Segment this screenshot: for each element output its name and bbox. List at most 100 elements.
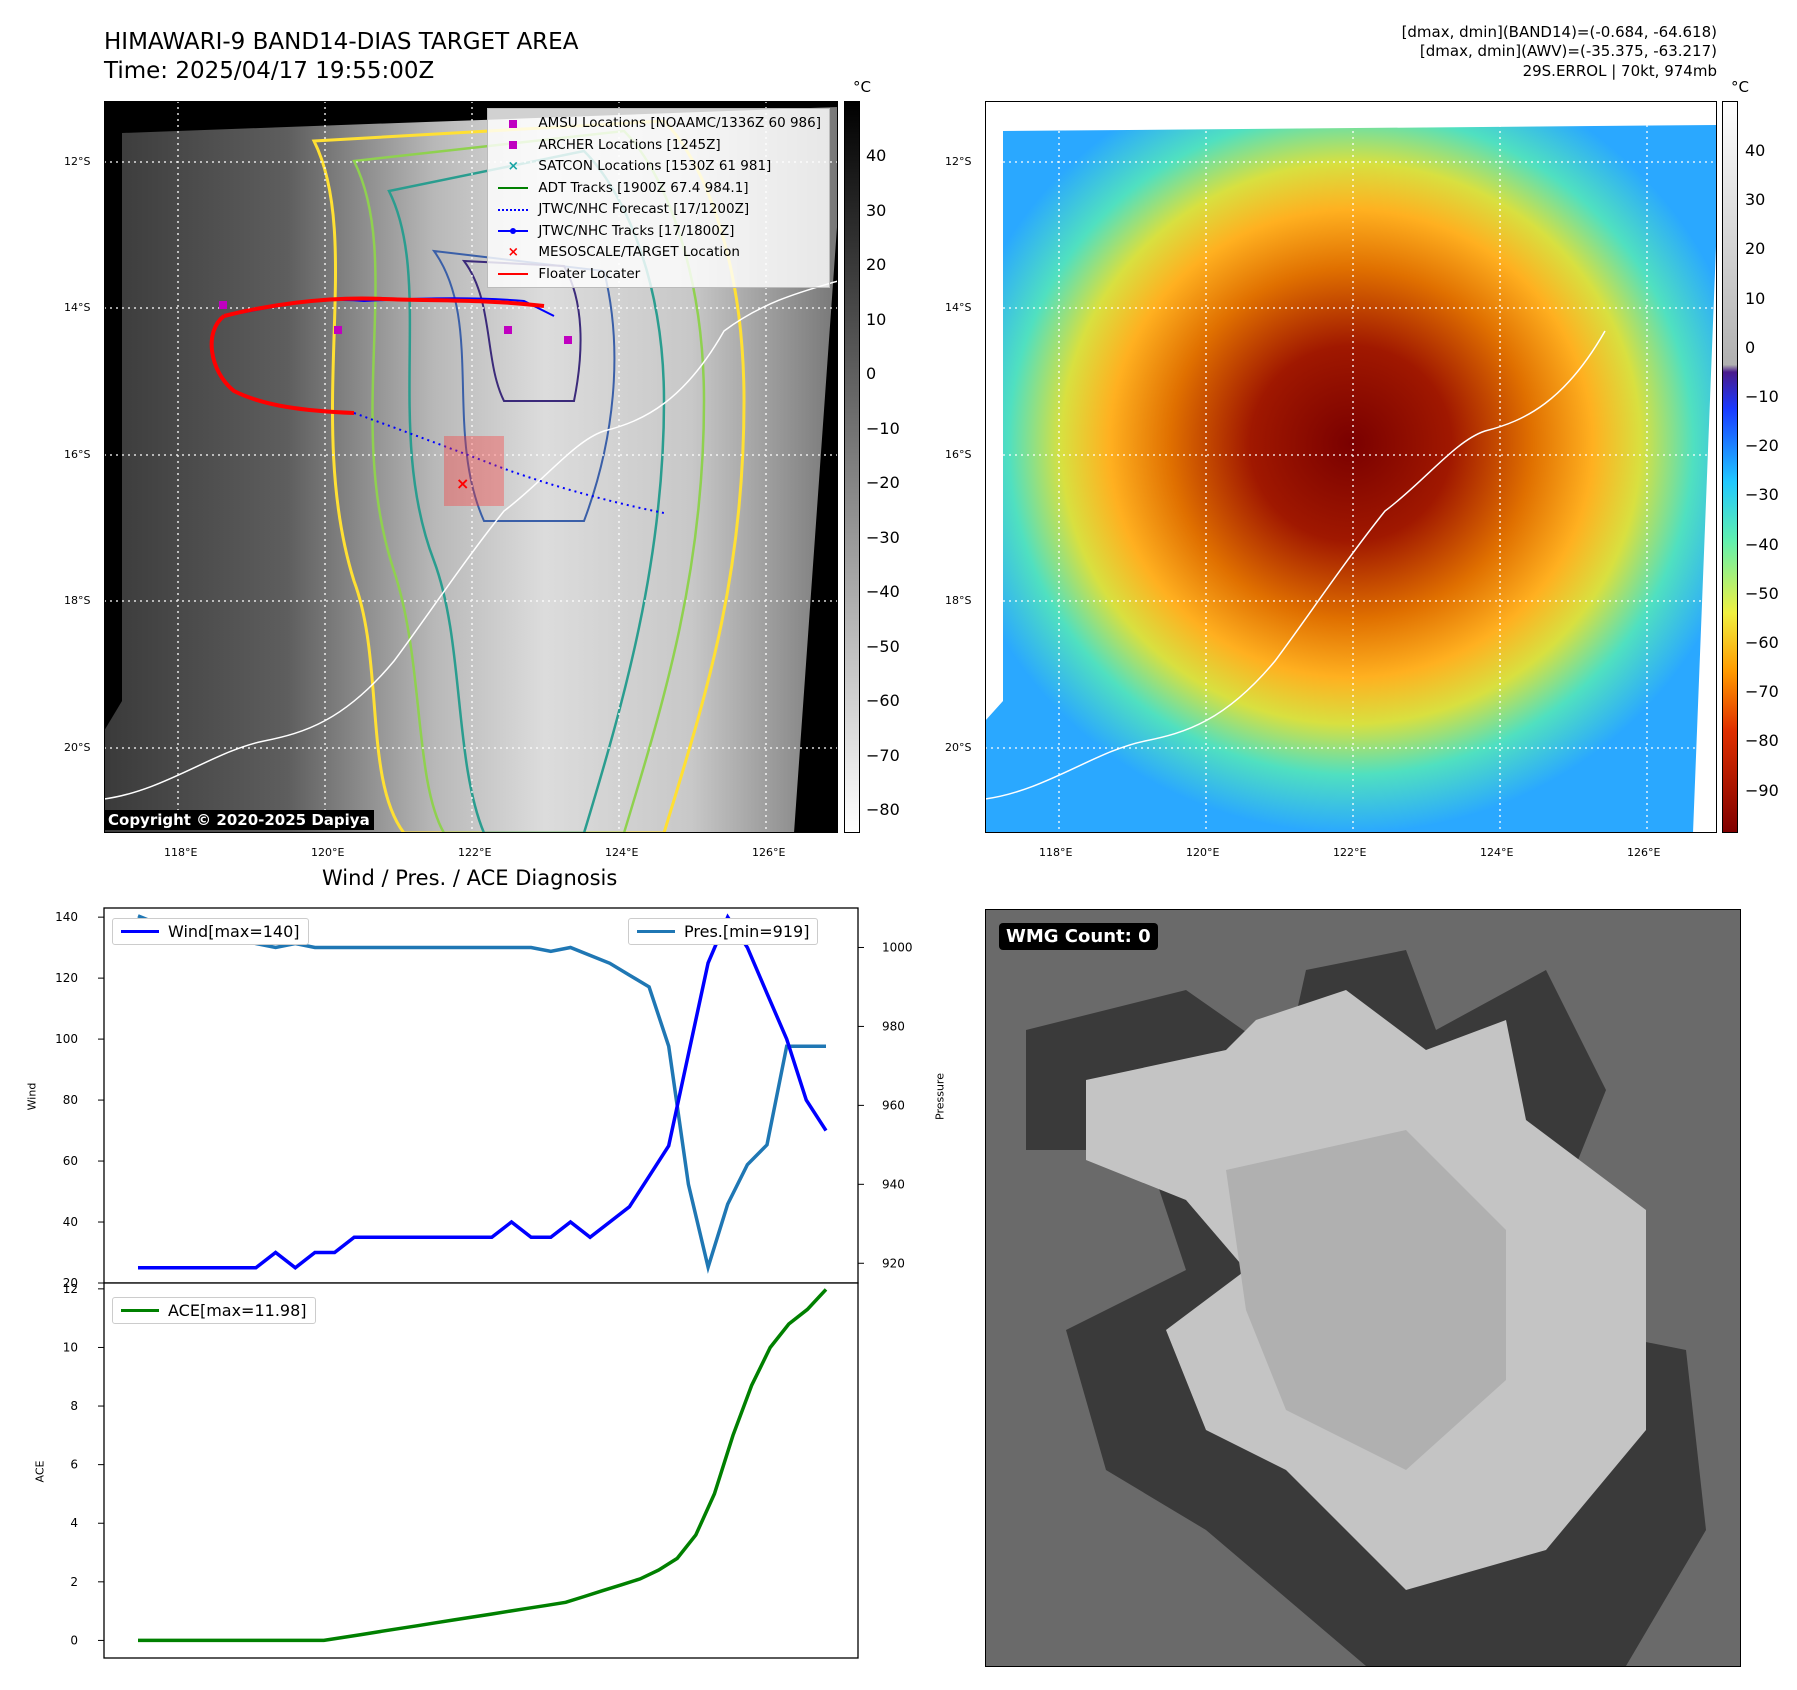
lat-tick: 12°S xyxy=(945,155,972,168)
legend-item-floater: Floater Locater xyxy=(496,264,821,286)
wind-series-line xyxy=(138,913,828,1271)
lon-tick: 118°E xyxy=(164,846,198,859)
wmg-panel: WMG Count: 0 xyxy=(985,909,1741,1667)
y-tick-label: 20 xyxy=(63,1276,78,1290)
ace-legend: ACE[max=11.98] xyxy=(112,1297,316,1324)
y-tick-label: 10 xyxy=(63,1340,78,1354)
pressure-legend: Pres.[min=919] xyxy=(628,918,819,945)
chart-title: HIMAWARI-9 BAND14-DIAS TARGET AREA xyxy=(104,29,579,55)
ace-line-icon xyxy=(121,1308,159,1313)
y-tick-label: 40 xyxy=(63,1215,78,1229)
colorbar-tick-label: 0 xyxy=(866,364,877,383)
legend-label: JTWC/NHC Tracks [17/1800Z] xyxy=(538,222,735,239)
y-tick-label: 80 xyxy=(63,1093,78,1107)
lat-tick: 20°S xyxy=(945,741,972,754)
lat-tick: 16°S xyxy=(64,448,91,461)
colorbar-unit: °C xyxy=(1731,78,1749,96)
legend-item-target: × MESOSCALE/TARGET Location xyxy=(496,242,821,264)
colorbar-tick-label: 30 xyxy=(1745,190,1766,210)
legend-label: AMSU Locations [NOAAMC/1336Z 60 986] xyxy=(538,115,821,131)
ace-legend-label: ACE[max=11.98] xyxy=(168,1301,307,1320)
lon-tick: 118°E xyxy=(1039,846,1073,859)
lat-tick: 18°S xyxy=(945,594,972,607)
wmg-image xyxy=(986,910,1740,1666)
wind-legend: Wind[max=140] xyxy=(112,918,309,945)
colorbar-tick-label: 10 xyxy=(866,309,887,329)
ir-map-panel: × AMSU Locations [NOAAMC/1336Z 60 986] A… xyxy=(104,101,838,833)
diagnosis-charts: 20 40 60 80 100 120 140 920 940 960 980 1000 0 2 4 6 8… xyxy=(55,907,913,1659)
legend-item-satcon: × SATCON Locations [1530Z 61 981] xyxy=(496,156,821,178)
y-tick-label: 100 xyxy=(55,1032,78,1046)
wind-plot-frame xyxy=(103,907,859,1284)
legend-label: JTWC/NHC Forecast [17/1200Z] xyxy=(538,201,750,217)
colorbar-tick-label: −30 xyxy=(1745,485,1779,505)
y-tick-label: 6 xyxy=(70,1458,78,1472)
grayscale-colorbar xyxy=(844,101,860,833)
lon-tick: 126°E xyxy=(752,846,786,859)
legend-label: ADT Tracks [1900Z 67.4 984.1] xyxy=(538,179,749,196)
colorbar-tick-label: −10 xyxy=(1745,387,1779,406)
colorbar-tick-label: −80 xyxy=(866,800,900,819)
colorbar-tick-label: −60 xyxy=(866,691,900,710)
lat-tick: 20°S xyxy=(64,741,91,754)
svg-text:×: × xyxy=(456,474,469,493)
colorbar-tick-label: −70 xyxy=(866,745,900,765)
colorbar-tick-label: −60 xyxy=(1745,633,1779,652)
dotted-line-icon xyxy=(496,203,530,217)
lat-tick: 16°S xyxy=(945,448,972,461)
x-marker-icon: × xyxy=(507,244,519,260)
line-icon xyxy=(496,181,530,195)
colorbar-tick-label: −20 xyxy=(866,473,900,492)
legend-item-forecast: JTWC/NHC Forecast [17/1200Z] xyxy=(496,199,821,221)
colorbar-tick-label: 0 xyxy=(1745,337,1756,357)
legend-item-adt: ADT Tracks [1900Z 67.4 984.1] xyxy=(496,178,821,200)
colorbar-tick-label: −80 xyxy=(1745,731,1779,751)
lon-tick: 124°E xyxy=(1480,846,1514,859)
legend-label: ARCHER Locations [1245Z] xyxy=(538,136,721,153)
wind-line-icon xyxy=(121,929,159,934)
colorbar-tick-label: 10 xyxy=(1745,288,1766,308)
pressure-line-icon xyxy=(637,929,675,934)
colorbar-tick-label: −50 xyxy=(866,636,900,656)
y-tick-label: 980 xyxy=(882,1019,905,1033)
color-colorbar xyxy=(1722,101,1738,833)
colorbar-tick-label: 30 xyxy=(866,200,887,220)
lon-tick: 126°E xyxy=(1627,846,1661,859)
y-tick-label: 12 xyxy=(63,1282,78,1296)
x-marker-icon: × xyxy=(507,158,519,174)
y-tick-label: 140 xyxy=(55,910,78,924)
colorbar-tick-label: −10 xyxy=(866,418,900,438)
colorbar-tick-label: −20 xyxy=(1745,436,1779,456)
y-tick-label: 1000 xyxy=(882,940,913,954)
square-marker-icon xyxy=(496,138,530,152)
pressure-legend-label: Pres.[min=919] xyxy=(684,922,810,941)
awv-range: [dmax, dmin](AWV)=(-35.375, -63.217) xyxy=(1419,42,1717,60)
legend-item-jtwc-tracks: JTWC/NHC Tracks [17/1800Z] xyxy=(496,221,821,243)
band14-range: [dmax, dmin](BAND14)=(-0.684, -64.618) xyxy=(1401,23,1717,41)
color-map-frame xyxy=(985,101,1717,833)
colorbar-unit: °C xyxy=(853,78,871,96)
y-tick-label: 60 xyxy=(63,1154,78,1168)
square-marker-icon xyxy=(496,117,530,131)
lat-tick: 12°S xyxy=(64,155,91,168)
copyright-label: Copyright © 2020-2025 Dapiya xyxy=(104,810,374,830)
lat-tick: 18°S xyxy=(64,594,91,607)
lon-tick: 122°E xyxy=(1333,846,1367,859)
ir-map-frame xyxy=(104,101,838,833)
color-map-image xyxy=(985,101,1717,833)
chart-time: Time: 2025/04/17 19:55:00Z xyxy=(104,58,435,84)
diagnosis-title: Wind / Pres. / ACE Diagnosis xyxy=(322,866,618,890)
lat-tick: 14°S xyxy=(945,301,972,314)
colorbar-tick-label: −40 xyxy=(1745,534,1779,554)
wind-axis-label: Wind xyxy=(25,1082,39,1111)
pressure-axis-label: Pressure xyxy=(933,1073,947,1120)
lon-tick: 120°E xyxy=(1186,846,1220,859)
colorbar-tick-label: 20 xyxy=(866,255,887,274)
colorbar-tick-label: −30 xyxy=(866,527,900,547)
colorbar-tick-label: 20 xyxy=(1745,239,1766,259)
map-legend: AMSU Locations [NOAAMC/1336Z 60 986] ARC… xyxy=(487,108,830,288)
y-tick-label: 960 xyxy=(882,1098,905,1112)
ace-series-line xyxy=(138,1288,828,1643)
colorbar-tick-label: 40 xyxy=(1745,141,1766,160)
lon-tick: 124°E xyxy=(605,846,639,859)
